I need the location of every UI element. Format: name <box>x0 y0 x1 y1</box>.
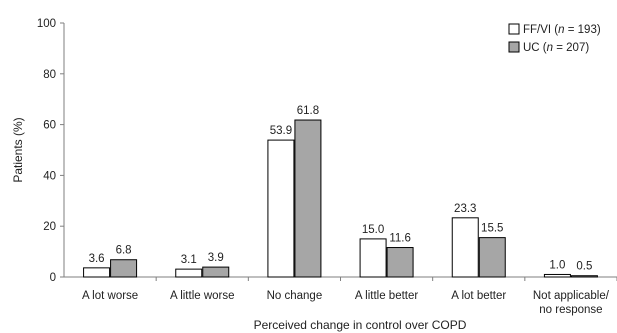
y-tick-label: 60 <box>43 120 56 132</box>
data-label: 61.8 <box>297 105 319 117</box>
data-label: 3.6 <box>89 253 105 265</box>
bar-uc <box>386 247 414 278</box>
data-label: 15.5 <box>481 223 503 235</box>
bar-uc <box>294 119 322 278</box>
data-label: 3.1 <box>181 254 197 266</box>
bars <box>83 119 598 278</box>
x-tick-label: A little better <box>355 290 418 302</box>
bar-uc <box>110 259 138 278</box>
x-axis-title: Perceived change in control over COPD <box>254 318 467 332</box>
y-tick-label: 100 <box>37 18 56 30</box>
bar-ffvi <box>359 238 387 278</box>
y-tick-label: 0 <box>50 272 56 284</box>
data-label: 53.9 <box>270 125 292 137</box>
legend-swatch-ffvi <box>508 23 520 35</box>
bar-ffvi <box>83 267 111 278</box>
x-tick-label: No change <box>267 290 323 302</box>
legend: FF/VI (n = 193) UC (n = 207) <box>508 23 601 54</box>
y-axis-title: Patients (%) <box>11 117 25 182</box>
bar-ffvi <box>175 268 203 278</box>
y-tick-label: 20 <box>43 221 56 233</box>
y-tick-label: 40 <box>43 170 56 182</box>
x-tick-label: A lot worse <box>82 290 138 302</box>
bar-ffvi <box>451 217 479 278</box>
bar-uc <box>570 275 598 278</box>
x-tick-label: Not applicable/no response <box>533 290 610 316</box>
data-label: 6.8 <box>116 245 132 257</box>
bar-uc <box>478 237 506 278</box>
data-label: 3.9 <box>208 252 224 264</box>
y-tick-label: 80 <box>43 69 56 81</box>
data-label: 11.6 <box>389 233 411 245</box>
axes: 0 20 40 60 80 100 A lot worse A little worse No … <box>37 18 617 316</box>
legend-label-uc: UC (n = 207) <box>523 42 589 54</box>
bar-ffvi <box>543 273 571 278</box>
data-label: 1.0 <box>549 259 565 271</box>
bar-uc <box>202 266 230 278</box>
data-labels: 3.6 6.8 3.1 3.9 53.9 61.8 15.0 11.6 23.3 15.5 1.0 0… <box>89 105 593 273</box>
legend-swatch-uc <box>508 41 520 53</box>
data-label: 15.0 <box>362 224 384 236</box>
data-label: 0.5 <box>576 261 592 273</box>
data-label: 23.3 <box>454 203 476 215</box>
x-tick-label: A little worse <box>170 290 235 302</box>
legend-label-ffvi: FF/VI (n = 193) <box>523 24 601 36</box>
x-tick-label: A lot better <box>451 290 506 302</box>
bar-ffvi <box>267 139 295 278</box>
